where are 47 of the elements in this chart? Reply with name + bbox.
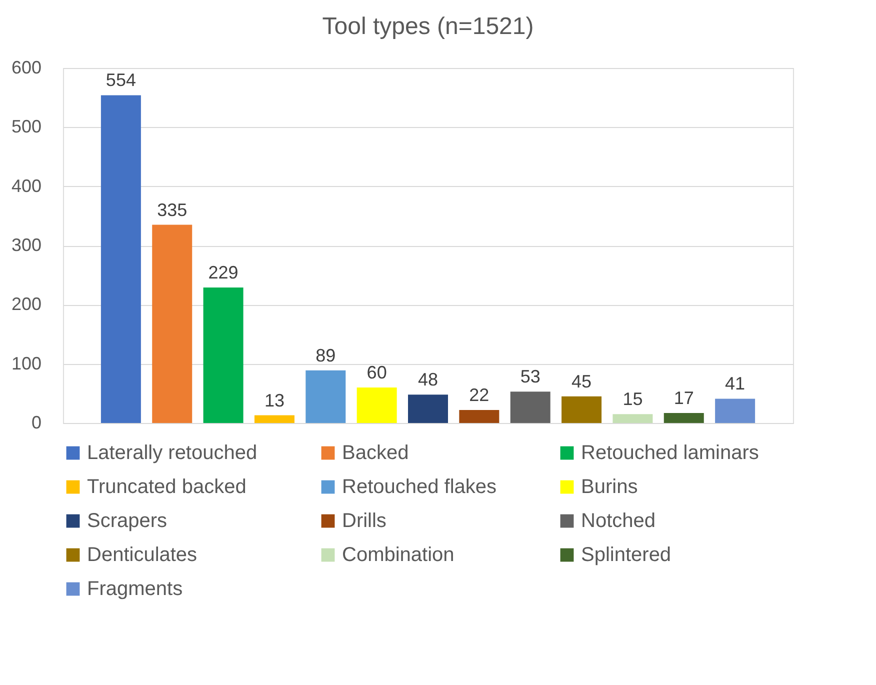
bar — [510, 392, 550, 423]
data-label: 89 — [316, 345, 336, 366]
data-label: 15 — [622, 389, 643, 410]
bar — [715, 398, 756, 423]
bar — [306, 370, 346, 423]
chart-title: Tool types (n=1521) — [322, 13, 534, 40]
legend-label: Notched — [581, 510, 656, 532]
legend-label: Retouched laminars — [581, 442, 759, 464]
data-label: 60 — [366, 362, 387, 382]
legend-label: Scrapers — [87, 510, 168, 532]
data-label: 22 — [469, 384, 490, 405]
legend-label: Denticulates — [87, 544, 198, 566]
legend-label: Truncated backed — [87, 476, 246, 498]
data-label: 53 — [520, 366, 540, 387]
bar — [664, 412, 704, 423]
bar — [152, 224, 192, 423]
y-tick-label: 500 — [11, 116, 42, 137]
data-label: 17 — [674, 388, 694, 408]
y-tick-label: 600 — [11, 58, 42, 78]
bar — [100, 95, 141, 423]
data-label: 335 — [157, 200, 188, 220]
bar — [203, 288, 244, 423]
data-label: 41 — [725, 374, 746, 394]
bar — [356, 388, 397, 423]
legend-label: Retouched flakes — [342, 476, 497, 498]
bar — [408, 394, 448, 423]
data-label: 45 — [572, 371, 592, 392]
data-label: 554 — [106, 70, 136, 90]
y-tick-label: 200 — [11, 294, 42, 314]
legend-label: Burins — [581, 476, 638, 498]
legend-label: Drills — [342, 510, 386, 532]
bar — [562, 396, 602, 423]
bar — [612, 414, 653, 423]
data-label: 13 — [264, 390, 284, 410]
y-tick-label: 300 — [11, 235, 42, 255]
bar — [459, 410, 500, 423]
legend-label: Combination — [342, 544, 454, 566]
legend-label: Splintered — [581, 544, 672, 566]
data-label: 229 — [208, 262, 238, 283]
data-label: 48 — [418, 370, 438, 390]
bar — [254, 415, 294, 423]
legend-label: Backed — [342, 442, 409, 464]
y-tick-label: 0 — [31, 412, 42, 432]
y-tick-label: 100 — [11, 353, 42, 374]
legend-label: Fragments — [87, 578, 183, 600]
y-tick-label: 400 — [11, 176, 42, 196]
legend-label: Laterally retouched — [87, 442, 258, 464]
